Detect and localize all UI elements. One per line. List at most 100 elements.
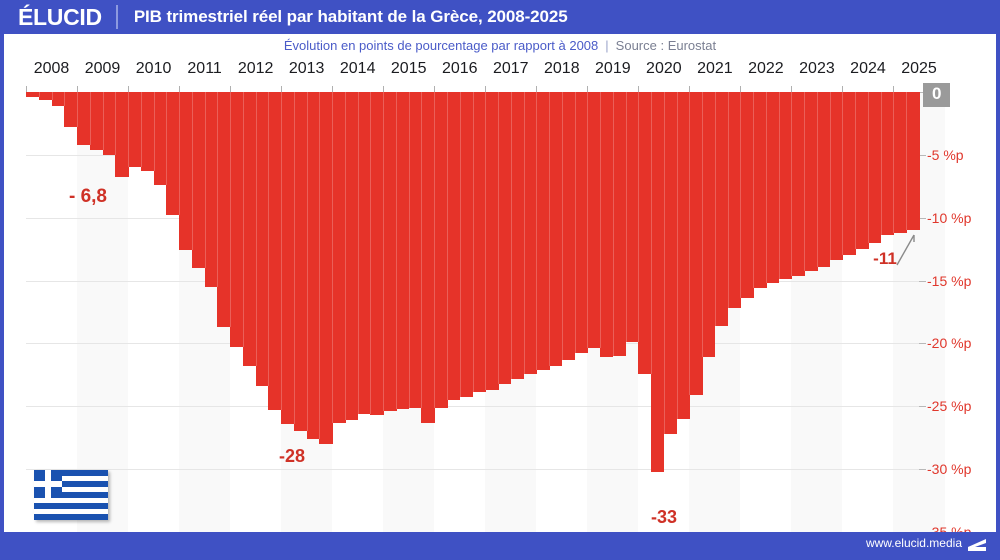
x-axis-tick: [587, 86, 589, 92]
bar: [804, 92, 818, 271]
annotation-min-2020: -33: [650, 507, 678, 527]
x-axis-tick: [485, 86, 487, 92]
bar: [855, 92, 869, 250]
bar: [395, 92, 410, 409]
bar: [778, 92, 792, 280]
x-axis-tick: [179, 86, 181, 92]
bar: [179, 92, 193, 251]
bar: [344, 92, 359, 421]
bar: [574, 92, 588, 354]
header-bar: ÉLUCID PIB trimestriel réel par habitant…: [0, 0, 1000, 34]
bar-separator: [867, 92, 869, 243]
subtitle-text: Évolution en points de pourcentage par r…: [283, 38, 599, 53]
x-axis-tick: [842, 86, 844, 92]
bar: [523, 92, 537, 374]
bar-separator: [204, 92, 206, 268]
bar: [893, 92, 907, 233]
bar: [446, 92, 461, 400]
bar-separator: [281, 92, 283, 411]
bar: [663, 92, 678, 434]
bar-separator: [51, 92, 53, 100]
bar: [26, 92, 40, 98]
x-axis-tick: [128, 86, 130, 92]
bar: [102, 92, 116, 155]
bar-separator: [816, 92, 818, 267]
x-axis-tick: [383, 86, 385, 92]
bar: [714, 92, 729, 326]
bar-separator: [549, 92, 551, 367]
bar: [434, 92, 448, 408]
bar-separator: [638, 92, 640, 343]
bar-separator: [536, 92, 538, 370]
year-label: 2024: [850, 60, 886, 77]
bar: [689, 92, 703, 395]
bar-separator: [791, 92, 793, 276]
bar-separator: [191, 92, 193, 251]
greece-flag: [34, 470, 108, 520]
bar-separator: [561, 92, 563, 360]
x-axis-tick: [638, 86, 640, 92]
bar-separator: [332, 92, 334, 423]
bar: [842, 92, 856, 256]
bar: [702, 92, 716, 358]
bar: [64, 92, 78, 128]
bar: [281, 92, 295, 424]
bar-separator: [498, 92, 499, 384]
bar-separator: [587, 92, 589, 349]
logo-divider: [115, 5, 118, 29]
y-axis-tick: [919, 154, 926, 156]
bar: [293, 92, 308, 432]
year-label: 2012: [237, 60, 274, 77]
bar-separator: [740, 92, 742, 299]
bar-separator: [510, 92, 512, 379]
x-axis-tick: [689, 86, 691, 92]
bar: [115, 92, 129, 178]
bar: [638, 92, 652, 374]
bar: [651, 92, 665, 472]
x-axis-tick: [230, 86, 232, 92]
bar-separator: [370, 92, 372, 414]
bar: [77, 92, 91, 145]
bar-separator: [727, 92, 729, 309]
source-text: Source : Eurostat: [615, 38, 717, 53]
flag-canton: [34, 470, 62, 498]
annotation-last-2025: -11: [873, 249, 897, 268]
bar: [485, 92, 499, 390]
y-axis-tick: [919, 469, 926, 471]
bar: [753, 92, 767, 289]
bar: [255, 92, 269, 387]
bar-separator: [829, 92, 831, 261]
bar-separator: [804, 92, 806, 271]
bar: [128, 92, 142, 168]
bar: [153, 92, 167, 186]
bar-separator: [38, 92, 40, 98]
year-label: 2021: [697, 60, 733, 77]
bar: [242, 92, 257, 367]
year-label: 2017: [492, 60, 529, 77]
x-axis-tick: [740, 86, 742, 92]
bar: [140, 92, 155, 172]
page-title: PIB trimestriel réel par habitant de la …: [133, 7, 568, 26]
bar: [625, 92, 639, 343]
bar-separator: [600, 92, 602, 349]
bar-separator: [319, 92, 321, 439]
bar-separator: [880, 92, 882, 236]
bar: [880, 92, 895, 236]
bar: [765, 92, 780, 284]
y-axis-labels: -5 %p-10 %p-15 %p-20 %p-25 %p-30 %p-35 %…: [927, 92, 997, 540]
gridline: [26, 406, 919, 408]
bar: [370, 92, 384, 416]
y-axis-tick: [919, 280, 926, 282]
y-axis-tick: [919, 92, 926, 93]
bar: [829, 92, 844, 261]
year-label: 2022: [748, 60, 784, 77]
bar-separator: [268, 92, 270, 387]
year-label: 2018: [544, 60, 580, 77]
bar: [727, 92, 741, 309]
x-axis-tick: [893, 86, 895, 92]
bar-separator: [140, 92, 142, 168]
x-axis-tick: [332, 86, 334, 92]
bar: [791, 92, 805, 276]
year-label: 2019: [595, 60, 631, 77]
year-label: 2011: [187, 60, 222, 77]
